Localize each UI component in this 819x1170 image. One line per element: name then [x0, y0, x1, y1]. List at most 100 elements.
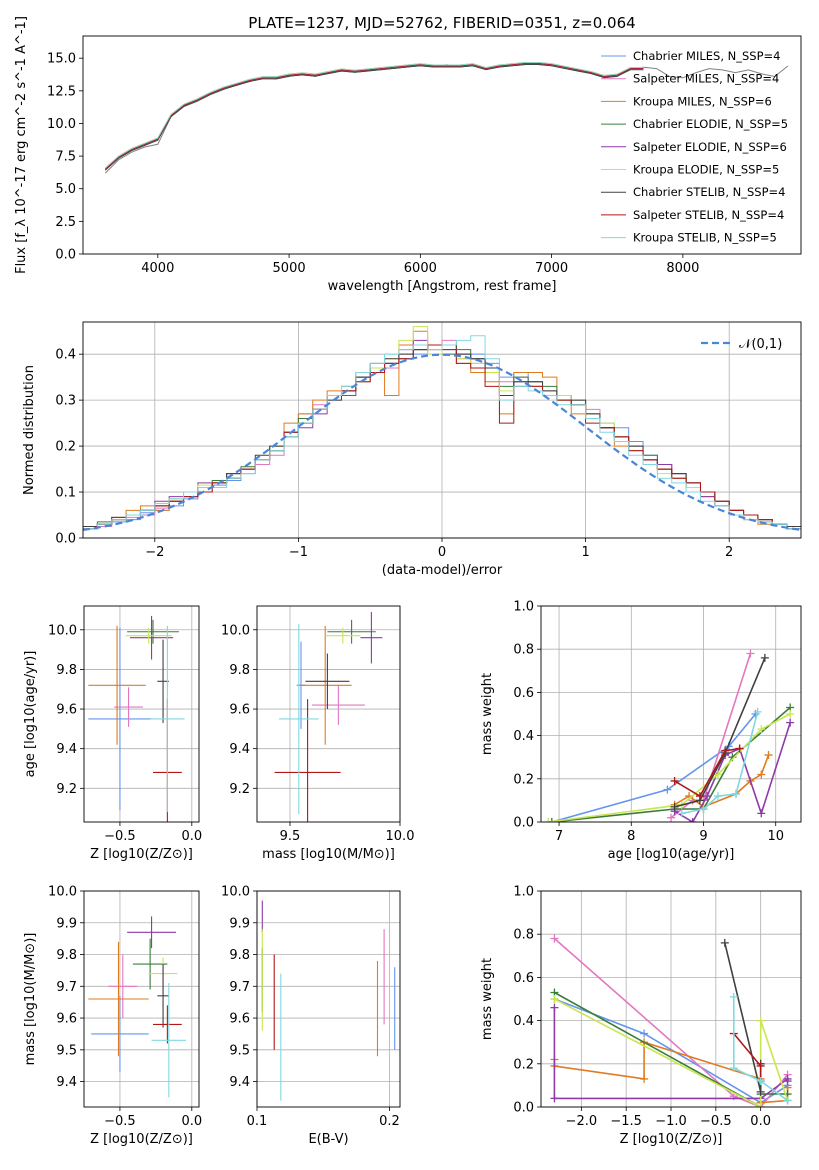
x-axis-label: Z [log10(Z/Z⊙)] — [90, 847, 193, 862]
data-marker — [756, 1077, 765, 1086]
y-tick-label: 0.0 — [513, 1101, 534, 1116]
plot-frame — [540, 890, 802, 1108]
model-spectrum-line — [105, 61, 644, 169]
y-tick-label: 9.8 — [229, 948, 250, 963]
chart-title: PLATE=1237, MJD=52762, FIBERID=0351, z=0… — [248, 14, 635, 32]
y-tick-label: 0.0 — [55, 248, 76, 263]
x-axis-label: mass [log10(M/M⊙)] — [262, 847, 395, 862]
y-tick-label: 0.0 — [55, 532, 76, 547]
data-marker — [688, 818, 697, 822]
x-tick-label: 0.0 — [181, 1114, 202, 1129]
x-tick-label: −1.0 — [655, 1114, 687, 1129]
legend-label: Chabrier MILES, N_SSP=4 — [633, 49, 780, 63]
mass-weight-line — [548, 713, 791, 822]
plot-frame — [82, 321, 802, 539]
data-marker — [670, 776, 679, 785]
y-tick-label: 0.1 — [55, 486, 76, 501]
data-marker — [544, 818, 553, 822]
x-tick-label: −2.0 — [566, 1114, 598, 1129]
x-axis-label: wavelength [Angstrom, rest frame] — [328, 279, 557, 294]
age-vs-mass-panel: 9.5 10.0 9.2 9.4 9.6 9.8 10.0 mass [log10(M/M⊙)… — [221, 605, 414, 862]
y-tick-label: 0.4 — [55, 348, 76, 363]
residual-histogram-panel: −2 −1 0 1 2 0.0 0.1 0.2 0.3 0.4 (data-model)/error… — [22, 321, 802, 578]
x-tick-label: 0.0 — [181, 829, 202, 844]
plot-frame — [82, 35, 802, 255]
model-spectrum-line — [104, 64, 644, 171]
legend-label: Salpeter MILES, N_SSP=4 — [633, 72, 779, 86]
x-axis-label: Z [log10(Z/Z⊙)] — [620, 1132, 723, 1147]
data-marker — [756, 1016, 765, 1025]
data-marker — [695, 792, 704, 801]
y-tick-label: 15.0 — [47, 52, 76, 67]
data-marker — [550, 995, 559, 1003]
data-marker — [699, 805, 708, 814]
y-axis-label: mass weight — [480, 673, 495, 755]
plot-area — [88, 615, 185, 822]
y-tick-label: 0.0 — [513, 816, 534, 831]
x-tick-label: 6000 — [404, 261, 437, 276]
x-axis-label: age [log10(age/yr)] — [608, 847, 735, 862]
x-axis-label: Z [log10(Z/Z⊙)] — [90, 1132, 193, 1147]
data-marker — [667, 813, 675, 822]
legend-label: Kroupa STELIB, N_SSP=5 — [633, 231, 777, 245]
data-marker — [550, 934, 559, 943]
y-tick-label: 9.8 — [56, 948, 77, 963]
x-tick-label: −2 — [145, 545, 164, 560]
mass-weight-line — [732, 996, 789, 1102]
x-tick-label: −0.5 — [104, 1114, 136, 1129]
plot-frame — [540, 605, 802, 823]
x-tick-label: −0.5 — [700, 1114, 732, 1129]
data-marker — [663, 785, 672, 794]
y-tick-label: 9.4 — [229, 1075, 250, 1090]
legend-label: 𝒩(0,1) — [739, 337, 782, 352]
plot-area — [274, 611, 383, 822]
x-tick-label: 7000 — [535, 261, 568, 276]
y-tick-label: 9.6 — [229, 703, 250, 718]
data-marker — [786, 718, 795, 727]
y-tick-label: 9.7 — [56, 980, 77, 995]
data-marker — [756, 1087, 765, 1096]
y-tick-label: 9.8 — [56, 663, 77, 678]
y-tick-label: 0.2 — [55, 440, 76, 455]
data-marker — [547, 818, 556, 822]
plot-area — [88, 916, 187, 1098]
y-tick-label: 2.5 — [55, 215, 76, 230]
y-tick-label: 1.0 — [513, 600, 534, 615]
spectrum-panel: 4000 5000 6000 7000 8000 0.0 2.5 5.0 7.5 10.0 12.5… — [14, 14, 802, 294]
x-tick-label: 0.0 — [750, 1114, 771, 1129]
model-spectrum-line — [104, 64, 644, 171]
model-spectrum-line — [105, 62, 644, 170]
data-marker — [729, 992, 738, 1001]
data-marker — [757, 809, 766, 818]
data-marker — [670, 802, 679, 811]
data-marker — [783, 1077, 792, 1086]
data-marker — [757, 770, 766, 779]
legend-label: Salpeter STELIB, N_SSP=4 — [633, 208, 784, 222]
data-marker — [786, 710, 795, 718]
x-tick-label: −0.5 — [104, 829, 136, 844]
y-tick-label: 0.2 — [513, 772, 534, 787]
data-marker — [746, 649, 755, 658]
plot-area — [550, 934, 792, 1107]
data-marker — [760, 653, 769, 662]
plot-area — [83, 326, 801, 538]
data-marker — [720, 938, 729, 947]
data-marker — [703, 792, 712, 801]
legend-label: Chabrier STELIB, N_SSP=4 — [633, 185, 785, 199]
mass-weight-vs-age-panel: 7 8 9 10 0.0 0.2 0.4 0.6 0.8 1.0 age [log10(age/yr… — [480, 600, 802, 862]
y-tick-label: 12.5 — [47, 84, 76, 99]
data-marker — [550, 1003, 559, 1012]
x-tick-label: 0 — [438, 545, 446, 560]
x-tick-label: 9.5 — [280, 829, 301, 844]
y-tick-label: 10.0 — [221, 885, 250, 900]
y-tick-label: 10.0 — [221, 623, 250, 638]
mass-weight-line — [551, 713, 757, 822]
x-tick-label: 9 — [699, 829, 707, 844]
model-spectrum-line — [105, 61, 644, 169]
y-tick-label: 0.3 — [55, 394, 76, 409]
y-tick-label: 5.0 — [55, 182, 76, 197]
y-tick-label: 0.8 — [513, 928, 534, 943]
data-marker — [721, 746, 730, 755]
y-axis-label: mass weight — [480, 958, 495, 1040]
y-axis-label: Flux [f_λ 10^-17 erg cm^-2 s^-1 A^-1] — [14, 16, 29, 274]
